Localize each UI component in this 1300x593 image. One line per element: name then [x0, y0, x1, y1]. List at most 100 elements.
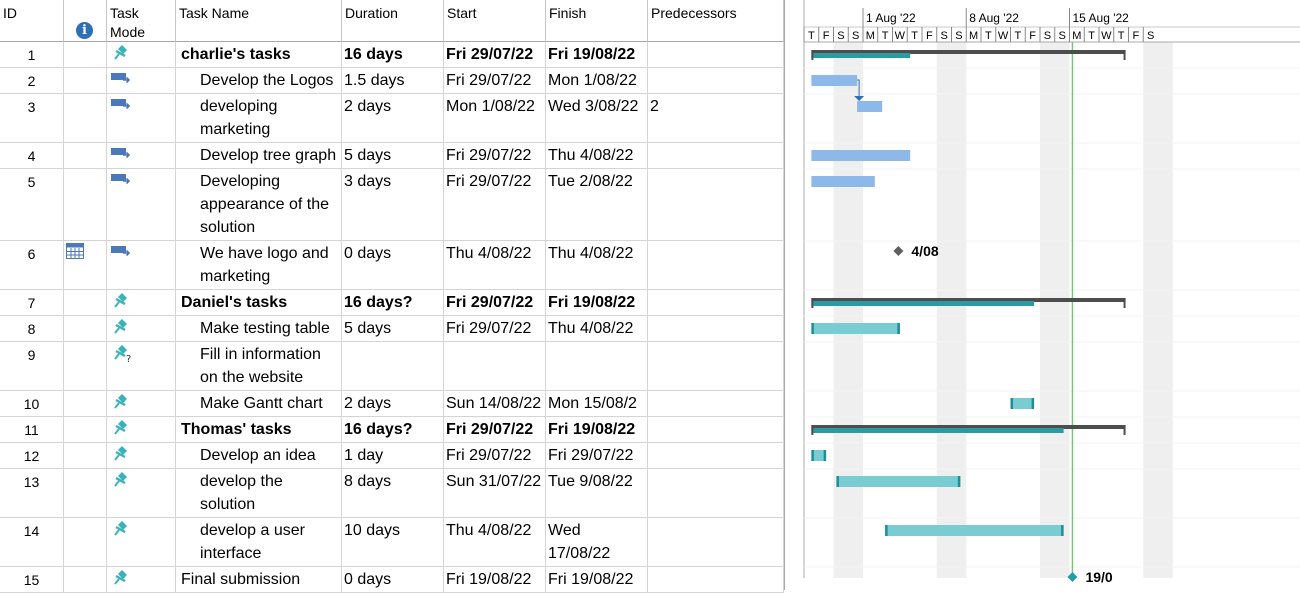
cell-finish[interactable]: Mon 1/08/22	[546, 68, 648, 94]
cell-duration[interactable]: 16 days	[342, 42, 444, 68]
cell-finish[interactable]: Tue 2/08/22	[546, 169, 648, 241]
cell-duration[interactable]: 16 days?	[342, 417, 444, 443]
cell-id[interactable]: 7	[0, 290, 64, 316]
cell-start[interactable]: Fri 29/07/22	[444, 143, 546, 169]
task-bar[interactable]	[811, 150, 911, 161]
pane-divider[interactable]	[784, 0, 804, 590]
cell-task-mode[interactable]	[107, 241, 176, 290]
cell-predecessors[interactable]	[648, 143, 784, 169]
cell-task-name[interactable]: charlie's tasks	[176, 42, 342, 68]
cell-duration[interactable]	[342, 342, 444, 391]
cell-task-mode[interactable]	[107, 567, 176, 593]
cell-duration[interactable]: 1.5 days	[342, 68, 444, 94]
cell-duration[interactable]: 1 day	[342, 443, 444, 469]
cell-start[interactable]: Sun 31/07/22	[444, 469, 546, 518]
cell-start[interactable]: Fri 29/07/22	[444, 316, 546, 342]
column-header-info[interactable]: i	[64, 0, 107, 42]
cell-finish[interactable]: Tue 9/08/22	[546, 469, 648, 518]
cell-task-name[interactable]: Make Gantt chart	[176, 391, 342, 417]
cell-finish[interactable]: Thu 4/08/22	[546, 143, 648, 169]
cell-start[interactable]: Fri 29/07/22	[444, 42, 546, 68]
summary-bar[interactable]	[811, 425, 1126, 429]
cell-task-name[interactable]: Develop the Logos	[176, 68, 342, 94]
cell-start[interactable]: Fri 19/08/22	[444, 567, 546, 593]
cell-task-name[interactable]: develop the solution	[176, 469, 342, 518]
column-header-finish[interactable]: Finish	[546, 0, 648, 42]
cell-predecessors[interactable]	[648, 68, 784, 94]
cell-task-mode[interactable]	[107, 518, 176, 567]
cell-predecessors[interactable]	[648, 316, 784, 342]
cell-task-name[interactable]: Fill in information on the website	[176, 342, 342, 391]
cell-task-mode[interactable]	[107, 290, 176, 316]
cell-task-mode[interactable]	[107, 169, 176, 241]
cell-start[interactable]: Thu 4/08/22	[444, 241, 546, 290]
cell-start[interactable]: Sun 14/08/22	[444, 391, 546, 417]
summary-progress-bar[interactable]	[811, 428, 1064, 433]
cell-start[interactable]: Thu 4/08/22	[444, 518, 546, 567]
cell-duration[interactable]: 0 days	[342, 567, 444, 593]
manual-task-bar[interactable]	[1010, 398, 1035, 409]
cell-task-name[interactable]: Develop an idea	[176, 443, 342, 469]
cell-duration[interactable]: 8 days	[342, 469, 444, 518]
cell-finish[interactable]	[546, 342, 648, 391]
cell-task-name[interactable]: Develop tree graph	[176, 143, 342, 169]
cell-id[interactable]: 14	[0, 518, 64, 567]
cell-task-name[interactable]: developing marketing	[176, 94, 342, 143]
cell-finish[interactable]: Thu 4/08/22	[546, 241, 648, 290]
cell-predecessors[interactable]	[648, 290, 784, 316]
cell-task-name[interactable]: Daniel's tasks	[176, 290, 342, 316]
manual-task-bar[interactable]	[885, 525, 1064, 536]
cell-finish[interactable]: Fri 19/08/22	[546, 290, 648, 316]
column-header-task-mode[interactable]: Task Mode	[107, 0, 176, 42]
cell-start[interactable]: Fri 29/07/22	[444, 290, 546, 316]
cell-finish[interactable]: Fri 19/08/22	[546, 417, 648, 443]
cell-finish[interactable]: Fri 19/08/22	[546, 42, 648, 68]
cell-predecessors[interactable]	[648, 342, 784, 391]
cell-start[interactable]	[444, 342, 546, 391]
task-bar[interactable]	[811, 176, 875, 187]
cell-id[interactable]: 11	[0, 417, 64, 443]
manual-task-bar[interactable]	[811, 450, 827, 461]
cell-predecessors[interactable]	[648, 42, 784, 68]
cell-id[interactable]: 6	[0, 241, 64, 290]
cell-predecessors[interactable]	[648, 391, 784, 417]
cell-duration[interactable]: 16 days?	[342, 290, 444, 316]
cell-id[interactable]: 15	[0, 567, 64, 593]
cell-duration[interactable]: 5 days	[342, 316, 444, 342]
column-header-task-name[interactable]: Task Name	[176, 0, 342, 42]
task-bar[interactable]	[857, 101, 883, 112]
cell-id[interactable]: 8	[0, 316, 64, 342]
cell-task-mode[interactable]	[107, 443, 176, 469]
cell-id[interactable]: 12	[0, 443, 64, 469]
cell-task-mode[interactable]: ?	[107, 342, 176, 391]
cell-id[interactable]: 2	[0, 68, 64, 94]
cell-finish[interactable]: Mon 15/08/2	[546, 391, 648, 417]
cell-predecessors[interactable]	[648, 241, 784, 290]
summary-progress-bar[interactable]	[811, 301, 1035, 306]
cell-duration[interactable]: 10 days	[342, 518, 444, 567]
cell-id[interactable]: 1	[0, 42, 64, 68]
cell-task-name[interactable]: develop a user interface	[176, 518, 342, 567]
column-header-duration[interactable]: Duration	[342, 0, 444, 42]
cell-finish[interactable]: Wed 3/08/22	[546, 94, 648, 143]
manual-task-bar[interactable]	[836, 476, 961, 487]
milestone-diamond[interactable]	[1067, 572, 1078, 582]
summary-bar[interactable]	[811, 298, 1126, 302]
cell-finish[interactable]: Fri 19/08/22	[546, 567, 648, 593]
summary-progress-bar[interactable]	[811, 53, 911, 58]
cell-predecessors[interactable]	[648, 518, 784, 567]
cell-id[interactable]: 4	[0, 143, 64, 169]
cell-start[interactable]: Mon 1/08/22	[444, 94, 546, 143]
cell-id[interactable]: 9	[0, 342, 64, 391]
cell-predecessors[interactable]	[648, 417, 784, 443]
cell-start[interactable]: Fri 29/07/22	[444, 169, 546, 241]
cell-task-mode[interactable]	[107, 316, 176, 342]
column-header-start[interactable]: Start	[444, 0, 546, 42]
task-bar[interactable]	[811, 75, 858, 86]
cell-id[interactable]: 10	[0, 391, 64, 417]
cell-task-name[interactable]: Developing appearance of the solution	[176, 169, 342, 241]
cell-duration[interactable]: 5 days	[342, 143, 444, 169]
cell-finish[interactable]: Wed 17/08/22	[546, 518, 648, 567]
cell-id[interactable]: 5	[0, 169, 64, 241]
cell-predecessors[interactable]	[648, 443, 784, 469]
